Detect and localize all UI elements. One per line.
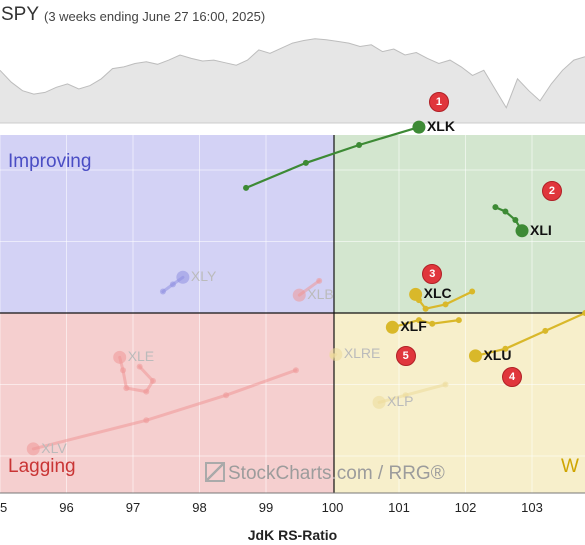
head-point-xlp [372,395,386,409]
trail-point-xle [143,388,150,395]
trail-point-xlb [316,277,323,284]
x-tick-label: 99 [258,500,274,515]
sector-label-xlb: XLB [307,286,334,303]
x-tick-label: 103 [521,500,543,515]
annotation-badge-2: 2 [541,181,562,202]
x-tick-label: 96 [59,500,74,515]
trail-point-xly [169,281,176,288]
trail-point-xlf [415,317,422,324]
head-point-xlu [468,349,482,363]
sector-label-xle: XLE [127,348,155,365]
x-tick-label: 98 [192,500,207,515]
annotation-badge-4: 4 [502,367,523,388]
trail-point-xlk [243,184,250,191]
sector-label-xlp: XLP [387,393,414,410]
quadrant-label-improving: Improving [8,151,92,172]
trail-xlv [31,368,298,451]
x-tick-label: 100 [321,500,344,515]
sector-label-xlre: XLRE [343,345,381,362]
sector-label-xlf: XLF [400,318,427,335]
head-point-xle [113,350,127,364]
head-point-xlc [409,287,423,301]
trail-point-xli [502,208,509,215]
head-point-xlre [329,347,343,361]
trail-point-xlc [469,288,476,295]
sector-label-xlc: XLC [423,285,452,302]
trail-xlf [391,319,460,329]
trail-point-xlp [442,381,449,388]
trail-point-xlu [502,345,509,352]
x-axis-title: JdK RS-Ratio [247,527,338,543]
grid-layer [0,135,585,493]
trail-point-xle [149,377,156,384]
sector-label-xlv: XLV [41,439,67,456]
trail-layer [26,120,585,456]
trail-point-xle [136,363,143,370]
head-point-xlf [385,320,399,334]
benchmark-line [0,38,585,109]
head-point-xlk [412,120,426,134]
trail-point-xlf [455,317,462,324]
annotation-badge-3: 3 [422,263,443,284]
sector-label-xly: XLY [190,268,217,285]
trail-point-xlv [223,392,230,399]
quadrant-label-weakening: W [561,456,579,477]
x-tick-label: 97 [125,500,141,515]
sector-label-xli: XLI [530,221,552,238]
head-point-xly [176,270,190,284]
trail-point-xli [512,217,519,224]
sector-label-xlk: XLK [426,118,455,135]
quadrant-improving [0,135,334,313]
trail-point-xle [120,367,127,374]
annotation-badge-1: 1 [428,92,449,113]
watermark-text: StockCharts.com / RRG® [228,463,445,484]
trail-point-xle [123,385,130,392]
benchmark-symbol: SPY [1,4,40,25]
trail-point-xlf [429,320,436,327]
x-tick-label: 102 [454,500,477,515]
trail-point-xlc [422,305,429,312]
quadrant-leading [334,135,585,313]
head-point-xli [515,224,529,238]
x-tick-label: 95 [0,500,8,515]
trail-point-xlu [582,310,585,316]
trail-point-xli [492,204,499,211]
quadrant-label-lagging: Lagging [8,456,76,477]
trail-point-xlp [402,392,409,399]
x-tick-label: 101 [388,500,410,515]
trail-xlk [245,126,420,189]
rrg-logo-icon [205,462,225,482]
trail-point-xlv [143,417,150,424]
trail-point-xlv [292,367,299,374]
annotation-badge-5: 5 [395,345,416,366]
trail-point-xlk [356,141,363,148]
sector-label-xlu: XLU [483,346,512,363]
head-point-xlb [292,288,306,302]
trail-point-xlc [442,301,449,308]
trail-point-xlk [302,159,309,166]
trail-point-xly [159,288,166,295]
trail-point-xlu [542,327,549,334]
stockcharts-watermark: StockCharts.com / RRG® [205,462,445,485]
quadrant-lagging [0,313,334,493]
chart-subtitle: (3 weeks ending June 27 16:00, 2025) [44,9,266,24]
head-point-xlv [26,442,40,456]
